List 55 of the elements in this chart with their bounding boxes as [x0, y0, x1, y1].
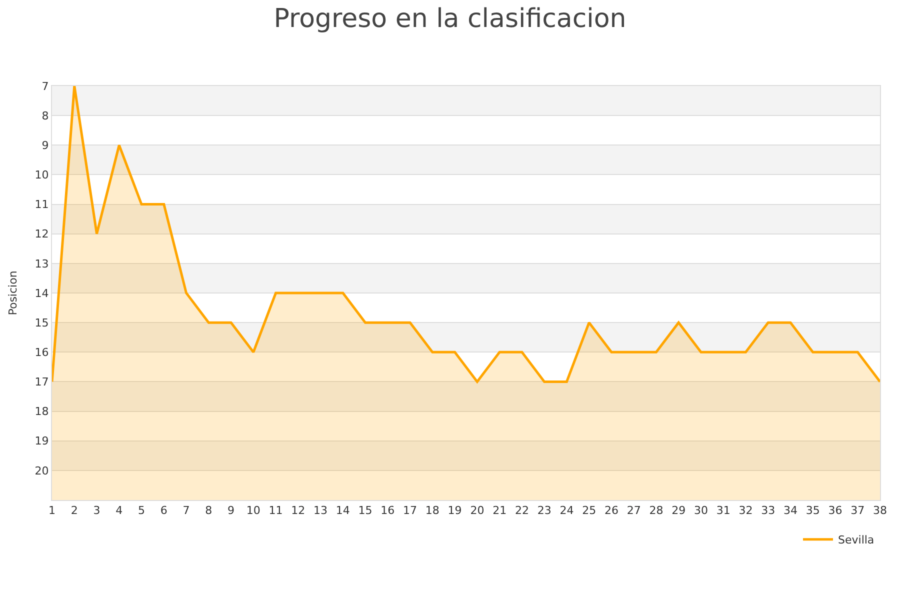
- x-tick-label: 35: [806, 504, 820, 518]
- x-tick-label: 34: [783, 504, 798, 518]
- x-tick-label: 6: [160, 504, 168, 518]
- y-tick-label: 12: [34, 228, 49, 241]
- y-tick-label: 10: [34, 168, 49, 182]
- x-tick-label: 25: [582, 504, 596, 518]
- y-tick-label: 20: [34, 464, 49, 478]
- x-tick-label: 33: [761, 504, 776, 518]
- x-tick-label: 23: [537, 504, 552, 518]
- x-tick-label: 16: [380, 504, 395, 518]
- x-tick-label: 27: [626, 504, 641, 518]
- x-tick-label: 7: [182, 504, 190, 518]
- y-tick-label: 7: [42, 80, 49, 93]
- x-tick-label: 4: [116, 504, 123, 518]
- x-tick-label: 26: [604, 504, 618, 518]
- x-tick-label: 9: [228, 504, 235, 518]
- y-tick-label: 17: [34, 376, 49, 389]
- x-tick-label: 28: [649, 504, 664, 518]
- x-tick-label: 32: [738, 504, 753, 518]
- x-tick-label: 11: [268, 504, 283, 518]
- x-tick-label: 36: [828, 504, 842, 518]
- x-tick-label: 17: [403, 504, 418, 518]
- y-tick-label: 8: [42, 109, 49, 122]
- y-tick-label: 14: [34, 286, 49, 300]
- legend-label: Sevilla: [838, 534, 874, 547]
- x-tick-label: 2: [70, 504, 78, 518]
- x-tick-label: 24: [560, 504, 574, 518]
- x-tick-label: 30: [694, 504, 708, 518]
- y-tick-label: 13: [34, 257, 49, 270]
- x-tick-label: 31: [716, 504, 730, 518]
- x-tick-label: 22: [514, 504, 529, 518]
- x-tick-label: 20: [470, 504, 484, 518]
- x-tick-label: 29: [672, 504, 686, 518]
- x-tick-label: 38: [873, 504, 887, 518]
- y-tick-label: 15: [34, 316, 49, 330]
- x-tick-label: 18: [425, 504, 440, 518]
- x-tick-label: 21: [492, 504, 507, 518]
- x-tick-label: 3: [93, 504, 100, 518]
- x-tick-label: 1: [48, 504, 56, 518]
- x-tick-label: 12: [291, 504, 306, 518]
- x-tick-label: 5: [138, 504, 146, 518]
- y-tick-label: 9: [42, 138, 49, 152]
- x-tick-label: 13: [314, 504, 328, 518]
- chart-title: Progreso en la clasificacion: [274, 4, 626, 34]
- y-tick-label: 16: [34, 346, 49, 359]
- y-axis-title: Posicion: [6, 270, 20, 316]
- y-tick-label: 19: [34, 434, 49, 448]
- x-tick-label: 10: [246, 504, 260, 518]
- x-tick-label: 37: [850, 504, 865, 518]
- x-tick-label: 14: [336, 504, 350, 518]
- y-tick-label: 18: [34, 405, 49, 418]
- y-tick-label: 11: [34, 198, 49, 212]
- x-tick-label: 8: [205, 504, 212, 518]
- x-tick-label: 19: [448, 504, 462, 518]
- x-tick-label: 15: [358, 504, 372, 518]
